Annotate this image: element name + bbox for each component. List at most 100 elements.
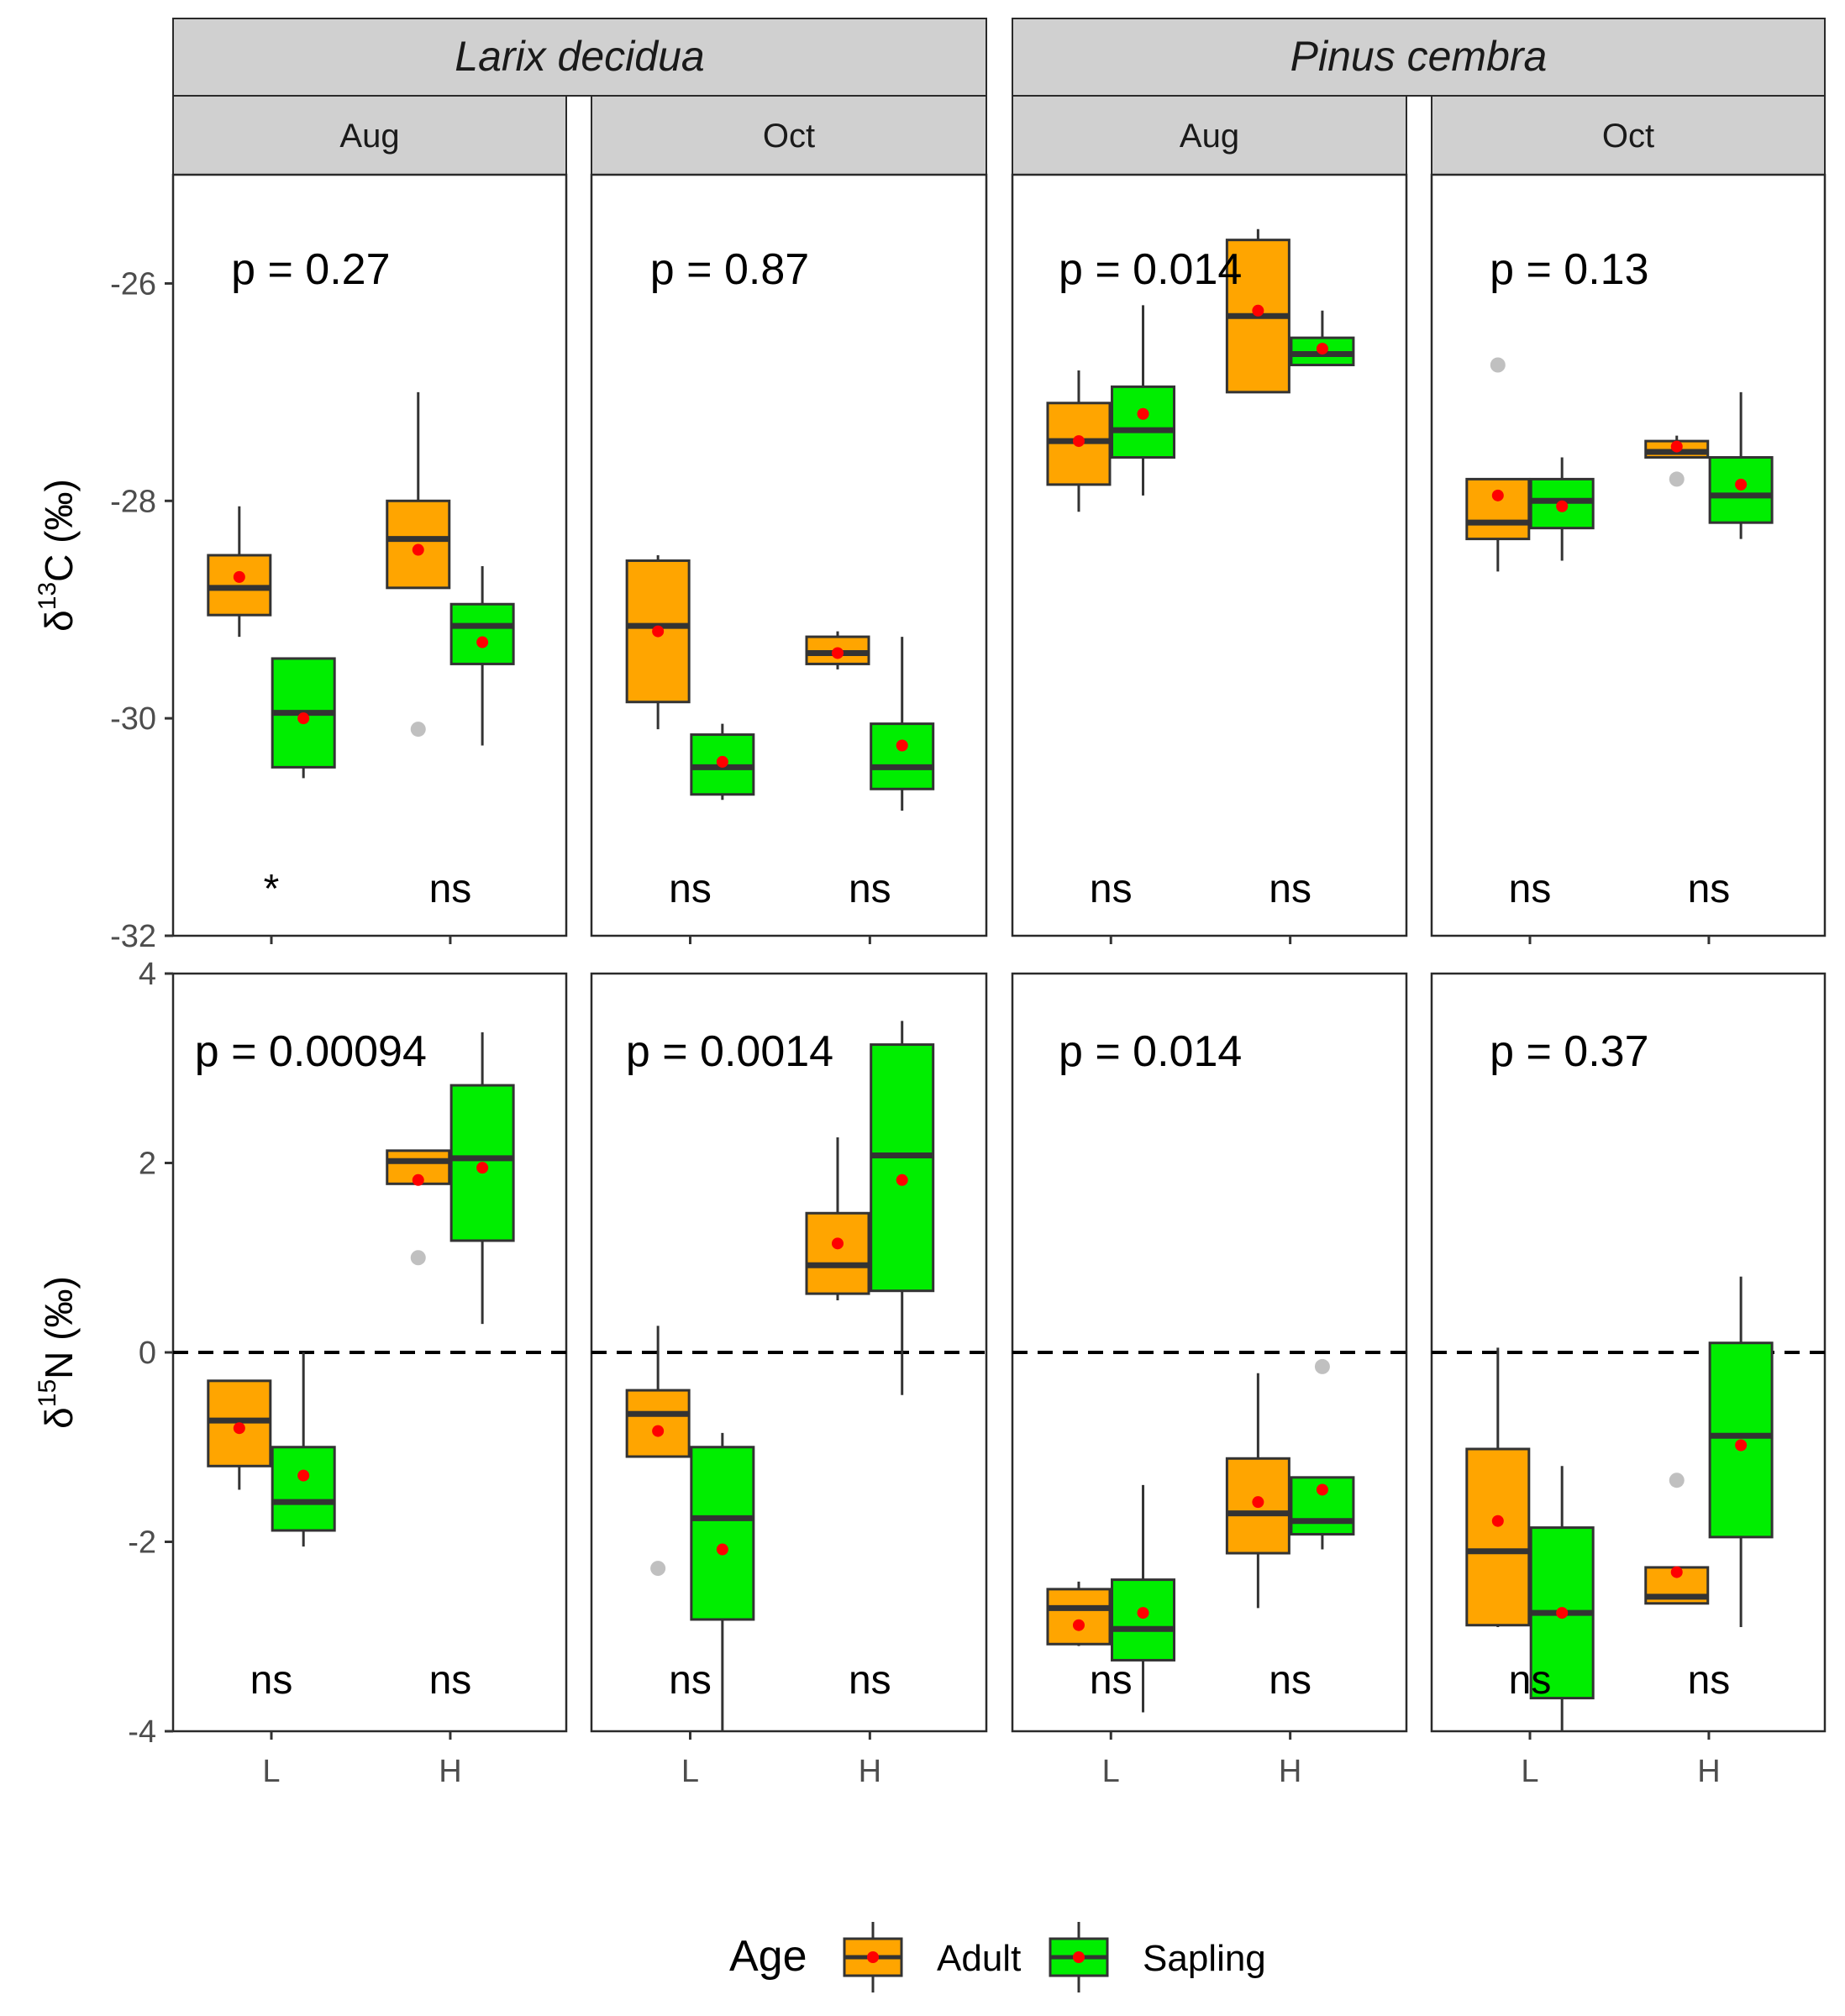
y-axis-title: δ13C (‰)	[34, 479, 81, 632]
box-sapling-L	[1529, 1466, 1595, 1731]
facet-panel: p = 0.014 ns ns	[1011, 173, 1408, 937]
box-mean-point	[412, 1173, 424, 1186]
box-adult-H	[1225, 228, 1290, 394]
box-iqr	[449, 602, 515, 665]
y-tick-label: 2	[139, 1147, 156, 1182]
box-adult-L	[1046, 370, 1112, 512]
box-sapling-L	[1529, 457, 1595, 561]
box-adult-H	[805, 1137, 870, 1300]
y-axis-title-superscript: 15	[34, 1379, 61, 1407]
x-tick-label: L	[1102, 1754, 1120, 1789]
box-sapling-L	[271, 657, 336, 779]
box-adult-L	[625, 1326, 691, 1577]
x-tick-label: H	[1279, 1754, 1301, 1789]
y-axis-title-unit: N (‰)	[37, 1276, 81, 1379]
significance-label: ns	[1090, 867, 1133, 911]
species-strip-label: Larix decidua	[455, 33, 704, 80]
y-tick-label: -26	[110, 266, 156, 302]
x-tick-label: H	[1697, 1754, 1720, 1789]
box-mean-point	[1072, 435, 1085, 448]
significance-label: ns	[429, 1658, 472, 1703]
y-tick-label: -30	[110, 701, 156, 737]
box-adult-H	[386, 1149, 451, 1266]
box-mean-point	[652, 625, 665, 638]
legend-label-sapling: Sapling	[1143, 1938, 1266, 1979]
box-adult-H	[1225, 1373, 1290, 1609]
facet-panel: p = 0.0014 ns ns	[590, 972, 988, 1733]
p-value-label: p = 0.87	[650, 245, 809, 294]
facet-panel: p = 0.014 ns ns	[1011, 972, 1408, 1733]
month-strip-label: Aug	[339, 118, 399, 155]
p-value-label: p = 0.37	[1490, 1027, 1648, 1076]
p-value-label: p = 0.014	[1059, 245, 1242, 294]
x-tick-label: H	[859, 1754, 881, 1789]
p-value-label: p = 0.0014	[626, 1027, 833, 1076]
box-outlier	[1669, 471, 1685, 487]
p-value-label: p = 0.014	[1059, 1027, 1242, 1076]
y-axis-title-delta: δ	[37, 610, 81, 632]
significance-label: ns	[1509, 1658, 1552, 1703]
month-strip	[1012, 95, 1407, 176]
box-sapling-H	[1708, 1276, 1774, 1627]
box-iqr	[271, 1446, 336, 1532]
box-sapling-L	[271, 1352, 336, 1547]
significance-label: ns	[849, 867, 891, 911]
month-strip	[1431, 95, 1826, 176]
box-iqr	[1465, 477, 1531, 541]
legend: Age Adult Sapling	[729, 1922, 1266, 1992]
p-value-label: p = 0.13	[1490, 245, 1648, 294]
significance-label: ns	[669, 1658, 712, 1703]
box-sapling-H	[449, 565, 515, 746]
box-adult-L	[625, 555, 691, 730]
box-iqr	[870, 1043, 935, 1293]
box-adult-H	[805, 631, 870, 669]
box-sapling-H	[1290, 310, 1355, 366]
box-mean-point	[412, 543, 424, 556]
y-axis-title: δ15N (‰)	[34, 1276, 81, 1429]
box-sapling-H	[449, 1032, 515, 1325]
y-tick-label: -4	[128, 1714, 156, 1750]
facet-panel: p = 0.37 ns ns	[1430, 972, 1827, 1733]
box-outlier	[650, 1561, 666, 1577]
box-mean-point	[1316, 343, 1328, 355]
significance-label: ns	[429, 867, 472, 911]
box-mean-point	[1252, 1496, 1264, 1509]
y-axis-title-delta: δ	[37, 1407, 81, 1429]
box-mean-point	[716, 755, 728, 768]
box-mean-point	[896, 739, 908, 752]
box-outlier	[1490, 357, 1506, 373]
box-mean-point	[652, 1425, 665, 1437]
x-tick-label: L	[681, 1754, 699, 1789]
box-adult-H	[1644, 435, 1710, 487]
box-iqr	[1046, 1588, 1112, 1646]
box-mean-point	[1735, 1439, 1748, 1452]
facet-panel: p = 0.00094 ns ns	[171, 972, 568, 1733]
box-mean-point	[831, 647, 844, 659]
y-axis-title-unit: C (‰)	[37, 479, 81, 582]
month-strip-label: Aug	[1180, 118, 1239, 155]
y-axis-title-superscript: 13	[34, 582, 61, 610]
box-mean-point	[896, 1173, 908, 1186]
species-strip	[1012, 18, 1826, 97]
significance-label: ns	[669, 867, 712, 911]
legend-key-mean	[867, 1951, 879, 1963]
facet-panel: p = 0.13 ns ns	[1430, 173, 1827, 937]
month-strip-label: Oct	[1602, 118, 1654, 155]
box-sapling-L	[1111, 305, 1176, 496]
y-tick-label: -2	[128, 1525, 156, 1561]
box-iqr	[805, 1211, 870, 1295]
y-tick-label: -32	[110, 919, 156, 954]
box-mean-point	[476, 636, 489, 648]
box-sapling-L	[1111, 1484, 1176, 1713]
box-mean-point	[831, 1237, 844, 1250]
box-mean-point	[1252, 304, 1264, 317]
significance-label: ns	[1688, 1658, 1731, 1703]
legend-label-adult: Adult	[937, 1938, 1021, 1979]
box-outlier	[1669, 1473, 1685, 1488]
box-mean-point	[1735, 478, 1748, 491]
x-tick-label: L	[1521, 1754, 1538, 1789]
box-mean-point	[1556, 500, 1569, 512]
x-tick-label: H	[439, 1754, 461, 1789]
box-sapling-H	[1708, 391, 1774, 539]
